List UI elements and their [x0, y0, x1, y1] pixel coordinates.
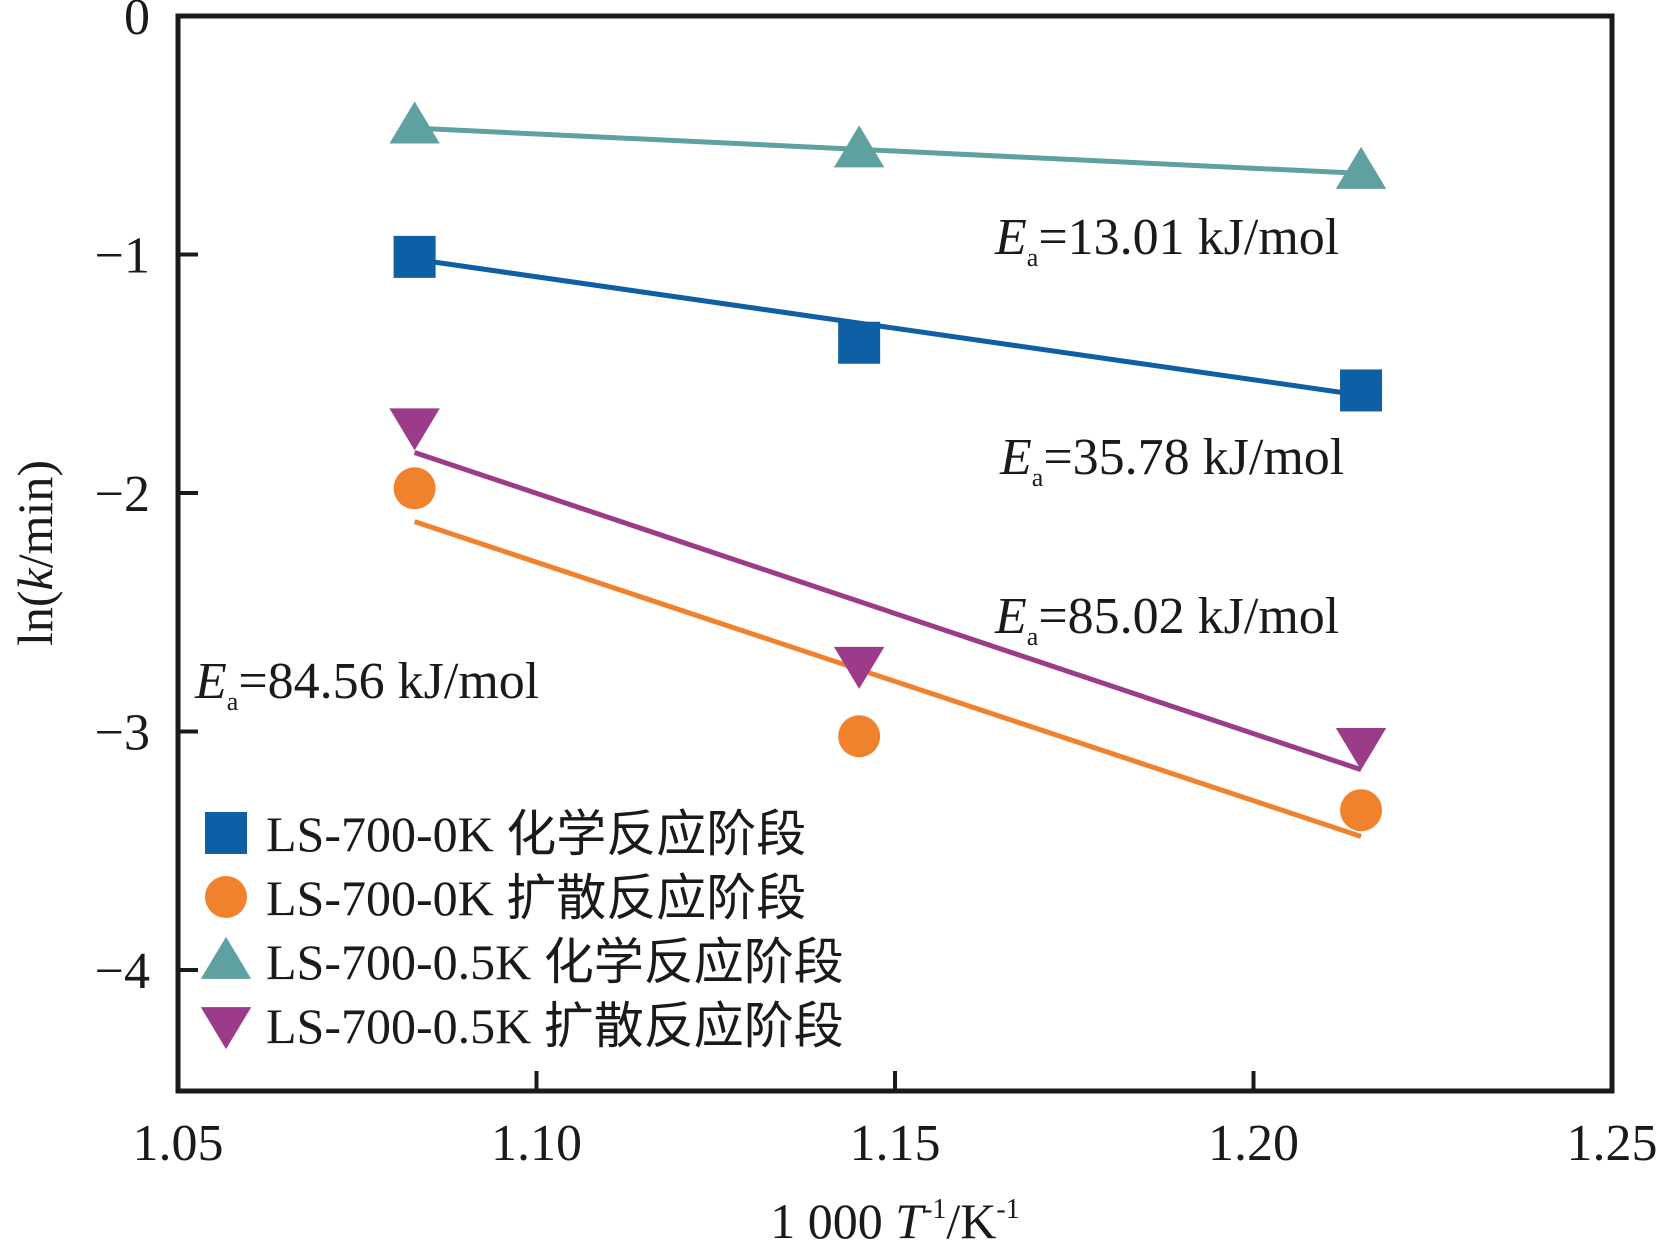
legend-item: LS-700-0K 扩散反应阶段: [205, 870, 806, 926]
data-point-triangle-down: [389, 408, 440, 451]
fit-line-circle: [413, 519, 1362, 839]
data-point-triangle-up: [389, 101, 440, 144]
legend: LS-700-0K 化学反应阶段 LS-700-0K 扩散反应阶段 LS-700-0…: [200, 806, 844, 1054]
x-tick-label: 1.15: [850, 1115, 941, 1172]
x-tick-label: 1.05: [133, 1115, 224, 1172]
data-point-square: [393, 235, 436, 278]
legend-label: LS-700-0K 扩散反应阶段: [266, 870, 806, 926]
y-axis-ticks: 0 −1 −2 −3 −4: [95, 0, 198, 1000]
legend-label: LS-700-0K 化学反应阶段: [266, 806, 806, 862]
data-point-circle: [1340, 789, 1383, 832]
legend-marker-circle: [205, 876, 247, 918]
data-point-square: [1340, 369, 1383, 412]
y-tick-label: −2: [95, 466, 150, 523]
data-point-triangle-up: [1335, 146, 1387, 189]
fit-line-triangle-up: [414, 125, 1362, 176]
legend-item: LS-700-0.5K 扩散反应阶段: [200, 998, 844, 1054]
fit-line-square: [414, 256, 1362, 398]
data-point-triangle-down: [1335, 727, 1387, 770]
annotation-ea-13-01: Ea=13.01 kJ/mol: [994, 209, 1339, 272]
data-point-square: [838, 321, 881, 364]
annotation-ea-35-78: Ea=35.78 kJ/mol: [999, 429, 1344, 492]
x-tick-label: 1.10: [491, 1115, 582, 1172]
y-tick-label: −3: [95, 705, 150, 762]
legend-marker-square: [205, 812, 247, 854]
legend-marker-triangle-down: [200, 1007, 252, 1050]
legend-label: LS-700-0.5K 化学反应阶段: [266, 934, 844, 990]
plot-frame: [175, 13, 1615, 1094]
annotation-ea-84-56: Ea=84.56 kJ/mol: [194, 653, 539, 716]
legend-item: LS-700-0K 化学反应阶段: [205, 806, 806, 862]
data-point-circle: [838, 715, 881, 758]
x-tick-label: 1.20: [1208, 1115, 1299, 1172]
x-axis-title: 1 000 T-1/K-1: [770, 1193, 1019, 1246]
y-tick-label: 0: [124, 0, 150, 46]
x-axis-ticks: 1.05 1.10 1.15 1.20 1.25: [133, 1071, 1658, 1172]
data-point-triangle-up: [833, 125, 885, 168]
legend-label: LS-700-0.5K 扩散反应阶段: [266, 998, 844, 1054]
data-point-triangle-down: [833, 646, 885, 689]
legend-marker-triangle-up: [200, 936, 252, 979]
annotation-ea-85-02: Ea=85.02 kJ/mol: [994, 588, 1339, 651]
y-tick-label: −1: [95, 228, 150, 285]
fit-lines: [413, 125, 1362, 839]
legend-item: LS-700-0.5K 化学反应阶段: [200, 934, 844, 990]
y-tick-label: −4: [95, 943, 150, 1000]
y-axis-title: ln(k/min): [7, 460, 63, 646]
data-markers: [389, 101, 1387, 832]
x-tick-label: 1.25: [1567, 1115, 1658, 1172]
fit-line-triangle-down: [413, 450, 1362, 773]
data-point-circle: [393, 467, 436, 510]
